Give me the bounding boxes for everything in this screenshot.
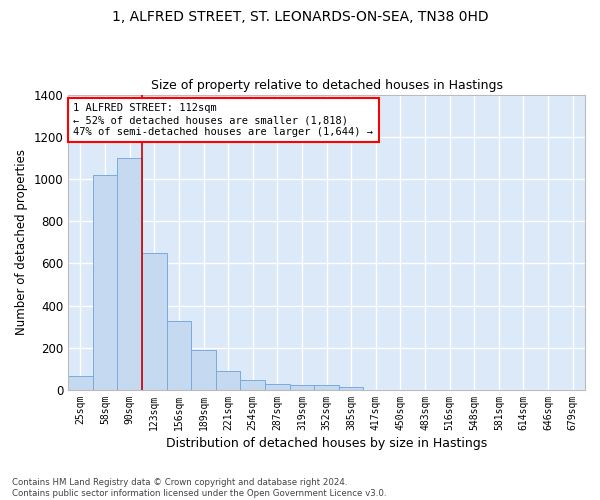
Bar (216, 371, 241, 390)
Text: 1, ALFRED STREET, ST. LEONARDS-ON-SEA, TN38 0HD: 1, ALFRED STREET, ST. LEONARDS-ON-SEA, T… (112, 10, 488, 24)
Bar (314, 384, 339, 390)
Text: Contains HM Land Registry data © Crown copyright and database right 2024.
Contai: Contains HM Land Registry data © Crown c… (12, 478, 386, 498)
Bar (290, 384, 314, 390)
Bar (68, 376, 93, 390)
Title: Size of property relative to detached houses in Hastings: Size of property relative to detached ho… (151, 79, 503, 92)
Bar (339, 387, 364, 390)
Y-axis label: Number of detached properties: Number of detached properties (15, 149, 28, 335)
Bar (191, 350, 216, 390)
Bar (167, 322, 191, 390)
Bar (118, 158, 142, 390)
Text: 1 ALFRED STREET: 112sqm
← 52% of detached houses are smaller (1,818)
47% of semi: 1 ALFRED STREET: 112sqm ← 52% of detache… (73, 104, 373, 136)
Bar (241, 380, 265, 390)
Bar (142, 253, 167, 390)
Bar (265, 384, 290, 390)
Bar (93, 174, 118, 390)
X-axis label: Distribution of detached houses by size in Hastings: Distribution of detached houses by size … (166, 437, 487, 450)
